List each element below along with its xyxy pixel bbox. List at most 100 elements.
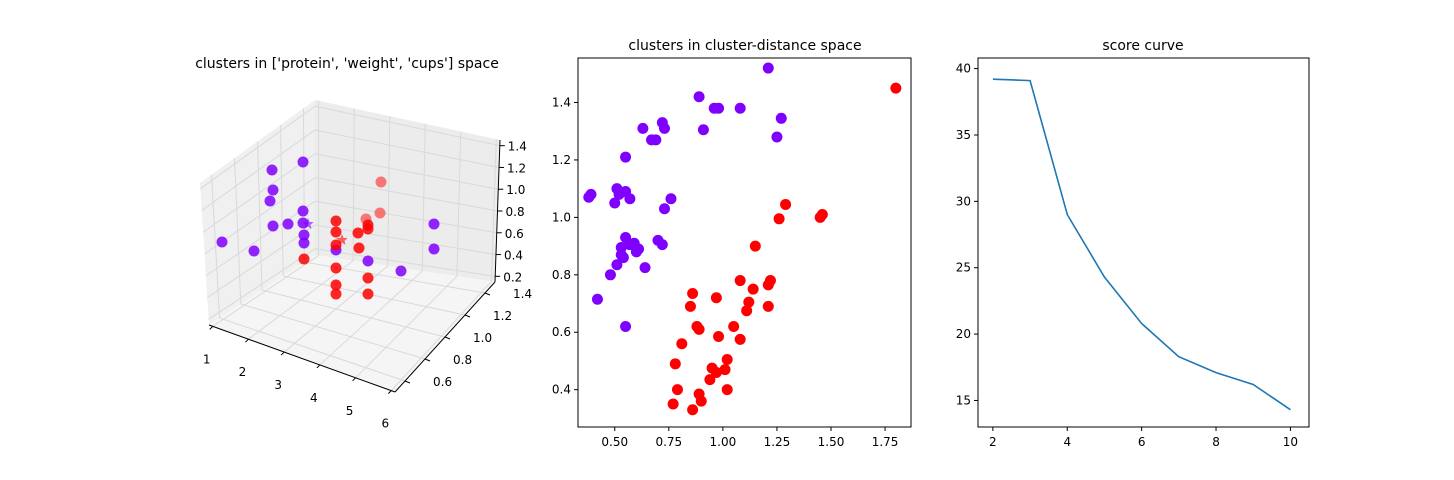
data-point-3d [352,227,364,239]
data-point [741,305,753,317]
y-tick-label: 0.6 [552,325,571,339]
data-point-3d [282,218,294,230]
cluster-center-star [302,218,314,229]
data-point-3d [298,253,310,265]
x-tick-label: 1 [203,352,211,366]
data-point-3d [428,218,440,230]
data-point [814,211,826,223]
data-point [658,203,670,215]
y-tick-label: 0.8 [453,353,472,367]
data-point [734,275,746,287]
data-point [639,262,651,274]
y-tick-label: 20 [956,327,971,341]
score-line-path [992,78,1291,411]
y-axis-3: 15 20 25 30 35 40 [956,62,978,407]
data-point [669,358,681,370]
x-tick-label: 0.75 [655,435,682,449]
data-point [695,395,707,407]
data-point-3d [298,229,310,241]
z-tick-label: 1.4 [508,140,527,154]
x-tick-label: 1.50 [818,435,845,449]
x-tick-label: 2 [989,435,997,449]
data-point [743,296,755,308]
y-tick-label: 1.0 [473,331,492,345]
data-point [585,188,597,200]
x-tick-label: 10 [1283,435,1298,449]
data-point-3d [267,184,279,196]
data-point [624,239,636,251]
data-point-3d [248,245,260,257]
data-point [604,269,616,281]
x-tick-label: 4 [310,391,318,405]
y-tick-label: 1.4 [552,96,571,110]
data-point-3d [330,239,342,251]
data-point [624,193,636,205]
x-tick-label: 4 [1063,435,1071,449]
data-point-3d [267,220,279,232]
data-point [687,287,699,299]
x-tick-label: 0.50 [601,435,628,449]
data-point-3d [428,243,440,255]
scatter-points-3d [216,156,440,300]
x-tick-label: 2 [239,365,247,379]
data-point [780,198,792,210]
data-point-3d [395,265,407,277]
data-point [676,338,688,350]
data-point-3d [330,262,342,274]
data-point [650,134,662,146]
data-point [671,384,683,396]
data-point-3d [330,288,342,300]
y-tick-label: 35 [956,128,971,142]
data-point [713,331,725,343]
y-tick-label: 15 [956,393,971,407]
z-tick-label: 1.0 [506,183,525,197]
z-tick-label: 0.6 [505,227,524,241]
data-point [721,354,733,366]
y-tick-label: 1.2 [493,309,512,323]
y-axis-2: 0.4 0.6 0.8 1.0 1.2 1.4 [552,96,578,397]
pane-gridlines [200,100,500,391]
y-tick-label: 40 [956,62,971,76]
pane-back [315,100,500,282]
data-point [591,293,603,305]
z-tick-label: 0.4 [504,249,523,263]
plot-area-3 [977,57,1310,428]
y-tick-label: 1.4 [513,287,532,301]
x-tick-label: 1.00 [710,435,737,449]
score-line [992,78,1291,411]
data-point-3d [216,236,228,248]
data-point [747,283,759,295]
data-point [728,320,740,332]
data-point [762,300,774,312]
data-point-3d [330,215,342,227]
data-point [620,320,632,332]
data-point-3d [362,272,374,284]
y-tick-label: 0.6 [433,375,452,389]
panel-2-title: clusters in cluster-distance space [628,38,861,54]
data-point [697,124,709,136]
data-point-3d [362,288,374,300]
x-axis-3: 2 4 6 8 10 [989,427,1298,449]
data-point [749,240,761,252]
data-point-3d [362,255,374,267]
x-tick-label: 3 [274,378,282,392]
data-point-3d [298,237,310,249]
data-point [775,112,787,124]
data-point [734,102,746,114]
x-tick-label: 1.75 [872,435,899,449]
data-point [658,122,670,134]
data-point [667,398,679,410]
panel-score-curve: score curve 2 4 6 8 10 15 20 25 30 35 40 [956,38,1310,449]
data-point-3d [374,207,386,219]
data-point [693,323,705,335]
data-point [617,252,629,264]
data-point [762,62,774,74]
y-tick-label: 25 [956,261,971,275]
x-tick-label: 1.25 [764,435,791,449]
z-tick-label: 0.2 [503,270,522,284]
x-tick-label: 8 [1212,435,1220,449]
data-point [734,333,746,345]
cluster-center-star [336,234,348,245]
data-point [773,213,785,225]
